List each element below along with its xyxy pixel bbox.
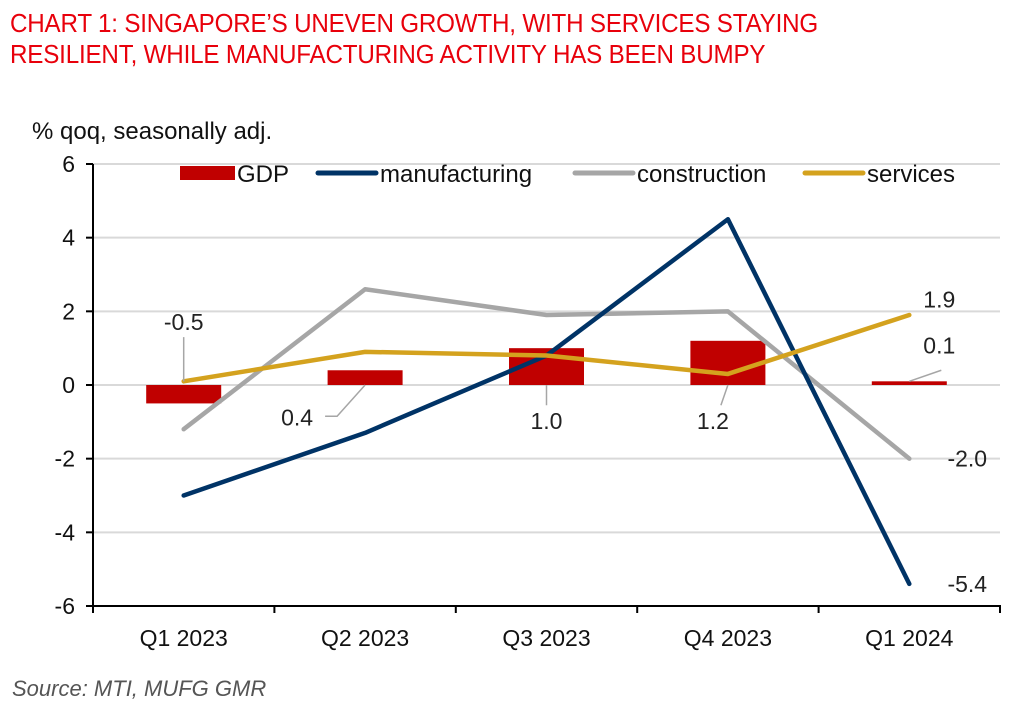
x-tick-label: Q2 2023 [321, 625, 409, 651]
legend-swatch-gdp [180, 166, 235, 180]
data-label-gdp: -0.5 [164, 309, 204, 335]
axes [86, 163, 1001, 613]
y-tick-label: 6 [62, 151, 75, 177]
construction-line [181, 286, 912, 461]
y-tick-label: 4 [62, 225, 75, 251]
x-tick-label: Q1 2023 [140, 625, 228, 651]
y-tick-label: -4 [55, 519, 76, 545]
chart-title: CHART 1: SINGAPORE’S UNEVEN GROWTH, WITH… [10, 8, 940, 70]
data-label-gdp: 1.2 [697, 408, 729, 434]
data-label-leader [325, 384, 366, 418]
data-label-leader [909, 369, 942, 383]
legend-label-manufacturing: manufacturing [380, 161, 532, 188]
series-lines [181, 217, 912, 587]
data-label-gdp: 1.0 [531, 408, 563, 434]
legend-label-construction: construction [637, 161, 766, 188]
legend-label-gdp: GDP [237, 161, 289, 188]
y-axis-label: % qoq, seasonally adj. [32, 118, 273, 145]
x-tick-label: Q3 2023 [502, 625, 590, 651]
tick-labels: 6 4 2 0 -2 -4 -6 Q1 2023 Q2 2023 Q3 2023 Q4 2023 Q1… [55, 151, 954, 651]
data-label-leader [720, 384, 729, 406]
y-tick-label: -2 [55, 446, 75, 472]
gdp-bar-3 [690, 340, 766, 385]
chart-title-line-1: CHART 1: SINGAPORE’S UNEVEN GROWTH, WITH… [10, 8, 819, 38]
x-tick-label: Q1 2024 [865, 625, 953, 651]
data-labels: -0.5 0.4 1.0 1.2 0.1 1.9 -2.0 -5.4 [164, 287, 987, 597]
x-tick-label: Q4 2023 [684, 625, 772, 651]
legend: GDP manufacturing construction services [180, 161, 955, 188]
gdp-bars [146, 340, 947, 404]
y-tick-label: 2 [62, 298, 75, 324]
gdp-bar-1 [327, 370, 403, 385]
chart-title-line-2: RESILIENT, WHILE MANUFACTURING ACTIVITY … [10, 39, 766, 69]
y-tick-label: -6 [55, 593, 75, 619]
data-label-construction: -2.0 [947, 446, 987, 472]
data-label-gdp: 0.4 [281, 405, 313, 431]
gdp-bar-4 [871, 381, 947, 385]
y-tick-label: 0 [62, 372, 75, 398]
data-label-gdp: 0.1 [923, 333, 955, 359]
data-label-manufacturing: -5.4 [947, 571, 987, 597]
legend-label-services: services [867, 161, 955, 188]
source-note: Source: MTI, MUFG GMR [12, 676, 267, 701]
gdp-bar-0 [146, 385, 222, 404]
services-line [181, 312, 912, 384]
data-label-services: 1.9 [923, 287, 955, 313]
